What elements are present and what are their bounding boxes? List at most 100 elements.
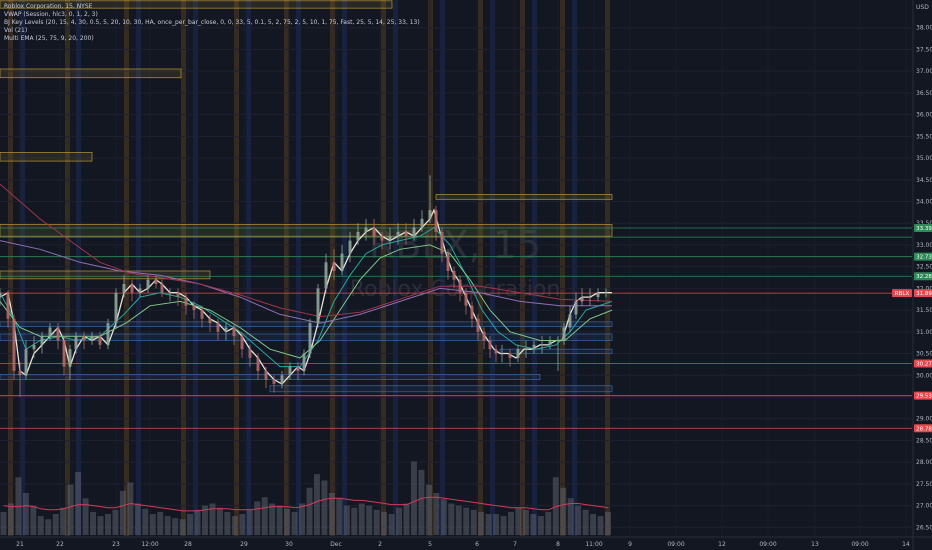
y-tick-label: 33.00 (916, 242, 932, 249)
volume-bar (134, 503, 141, 535)
volume-bar (478, 511, 485, 535)
x-tick-label: 12:00 (141, 541, 158, 548)
key-level-zone (0, 0, 393, 9)
volume-bar (239, 514, 246, 535)
candle-body (428, 210, 432, 219)
key-level-zone (0, 333, 613, 341)
volume-bar (187, 514, 194, 535)
session-band (284, 0, 289, 536)
candle-body (380, 236, 384, 241)
session-band (65, 0, 70, 536)
candle-body (588, 297, 592, 298)
price-label: 29.53 (916, 394, 932, 400)
y-tick-label: 29.00 (916, 416, 932, 423)
key-level-zone (0, 68, 182, 79)
volume-bar (597, 516, 604, 535)
volume-bar (75, 472, 82, 535)
candle-body (580, 297, 584, 302)
candle-body (452, 271, 456, 280)
candle-body (216, 323, 220, 332)
key-level-zone (0, 270, 211, 280)
candle-body (446, 253, 450, 271)
candle-body (106, 323, 110, 345)
legend-indicator-multi-ema[interactable]: Multi EMA (25, 75, 9, 20, 200) (4, 35, 94, 42)
x-tick-label: 2 (378, 541, 382, 548)
x-tick-label: 8 (556, 541, 560, 548)
candle-body (168, 292, 172, 294)
candle-body (176, 292, 180, 298)
key-level-zones (0, 0, 613, 393)
volume-bar (590, 514, 597, 535)
y-tick-label: 36.00 (916, 112, 932, 119)
volume-bar (552, 477, 559, 535)
key-level-zone (0, 224, 613, 237)
y-tick-label: 34.50 (916, 177, 932, 184)
candle-body (434, 210, 438, 232)
x-tick-label: 29 (240, 541, 248, 548)
volume-bar (164, 516, 171, 535)
candle-body (316, 288, 320, 324)
session-band (136, 0, 141, 536)
volume-bar (306, 487, 313, 535)
session-band (193, 0, 198, 536)
x-tick-label: 12 (718, 541, 726, 548)
volume-bar (119, 490, 126, 535)
volume-bar (7, 503, 14, 535)
volume-bar (410, 461, 417, 535)
volume-bar (470, 509, 477, 535)
volume-bar (403, 503, 410, 535)
volume-bar (567, 498, 574, 535)
session-band (181, 0, 186, 536)
x-tick-label: 13 (811, 541, 819, 548)
candle-body (388, 236, 392, 241)
session-band (296, 0, 301, 536)
candle-body (184, 297, 188, 306)
volume-bar (284, 508, 291, 535)
volume-bar (231, 516, 238, 535)
key-level-zone (499, 348, 613, 354)
candle-body (256, 357, 260, 371)
y-tick-label: 32.00 (916, 285, 932, 292)
volume-bar (299, 503, 305, 535)
candle-body (604, 292, 608, 294)
volume-bar (82, 498, 89, 535)
candle-body (548, 340, 552, 345)
x-tick-label: 14 (902, 541, 910, 548)
volume-bar (336, 498, 343, 535)
candle-body (32, 344, 36, 350)
key-level-zone (269, 385, 613, 393)
volume-bar (269, 503, 276, 535)
legend-indicator-volume[interactable]: Vol (21) (4, 27, 28, 34)
series-ema-green (0, 244, 613, 359)
candle-body (264, 370, 268, 380)
key-level-zone (0, 321, 613, 328)
candle-body (40, 336, 44, 345)
legend-symbol[interactable]: Roblox Corporation, 15, NYSE (4, 3, 93, 10)
volume-bar (396, 507, 403, 535)
candle-body (532, 344, 536, 350)
session-band (246, 0, 251, 536)
y-tick-label: 28.00 (916, 459, 932, 466)
legend-indicator-key-levels[interactable]: BJ Key Levels (20, 15, 4, 30, 0.5, 5, 20… (4, 19, 420, 26)
price-label: 33.39 (916, 226, 932, 232)
session-band (532, 0, 537, 536)
candle-body (412, 227, 416, 237)
legend-indicator-vwap[interactable]: VWAP (Session, hlc3, 0, 1, 2, 3) (4, 11, 98, 18)
volume-bar (433, 493, 440, 535)
volume-bar (455, 505, 462, 535)
candle-body (500, 353, 504, 355)
x-tick-label: 23 (112, 541, 120, 548)
candle-body (56, 327, 60, 341)
volume-bar (149, 514, 156, 535)
candle-body (288, 366, 292, 376)
candle-body (494, 349, 498, 354)
candle-body (232, 327, 236, 337)
volume-bar (22, 493, 29, 535)
volume-bar (112, 509, 119, 535)
price-label: 30.27 (916, 362, 932, 368)
volume-bar (485, 514, 492, 535)
volume-bar (515, 507, 522, 535)
session-band (124, 0, 129, 536)
volume-bar (343, 505, 350, 535)
